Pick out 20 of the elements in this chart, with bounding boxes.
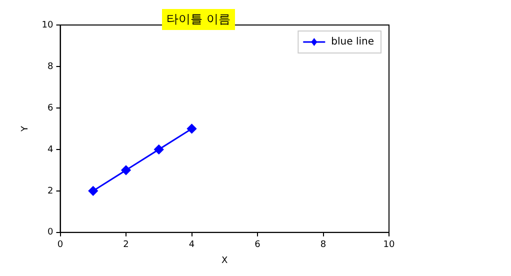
x-tick-label: 6 bbox=[254, 240, 261, 250]
x-tick-label: 4 bbox=[188, 240, 195, 250]
y-tick-label: 10 bbox=[42, 20, 54, 30]
x-axis-title: X bbox=[222, 256, 228, 266]
y-tick-label: 2 bbox=[48, 186, 54, 196]
x-tick-label: 2 bbox=[123, 240, 129, 250]
x-tick-label: 0 bbox=[57, 240, 64, 250]
legend-label: blue line bbox=[331, 36, 374, 48]
x-tick-label: 10 bbox=[383, 240, 395, 250]
y-tick-label: 0 bbox=[48, 228, 54, 238]
y-tick-label: 4 bbox=[48, 144, 54, 155]
y-axis-title: Y bbox=[20, 125, 31, 132]
point bbox=[88, 186, 98, 196]
point bbox=[154, 144, 164, 154]
x-tick-label: 8 bbox=[320, 240, 326, 250]
y-tick-label: 8 bbox=[48, 62, 54, 72]
y-tick-label: 6 bbox=[48, 103, 54, 114]
point bbox=[187, 124, 196, 134]
point bbox=[121, 165, 131, 175]
chart-title: 타이틀 이름 bbox=[162, 9, 236, 30]
